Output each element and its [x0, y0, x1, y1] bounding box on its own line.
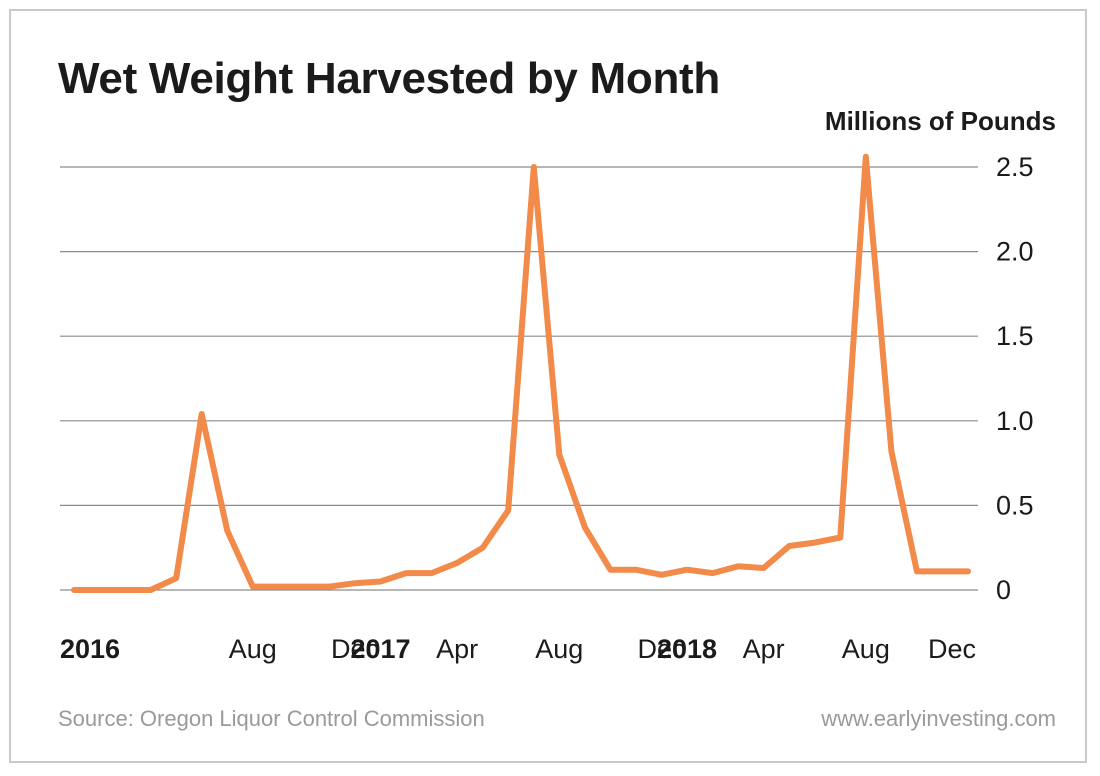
y-tick-label: 0.5 — [996, 490, 1034, 520]
y-tick-labels: 0 0.5 1.0 1.5 2.0 2.5 — [996, 152, 1034, 605]
website-credit: www.earlyinvesting.com — [821, 706, 1056, 731]
y-axis-unit-label: Millions of Pounds — [824, 106, 1056, 136]
chart-frame — [9, 9, 1087, 763]
series-layer — [71, 153, 971, 593]
x-tick-label: Apr — [436, 634, 478, 664]
x-tick-label: Apr — [743, 634, 785, 664]
y-tick-label: 2.5 — [996, 152, 1034, 182]
x-tick-label-year: 2016 — [60, 634, 120, 664]
y-tick-label: 1.0 — [996, 406, 1034, 436]
x-tick-label-year: 2017 — [350, 634, 410, 664]
x-tick-label: Aug — [229, 634, 277, 664]
x-tick-label: Aug — [842, 634, 890, 664]
x-tick-label: Dec — [331, 634, 379, 664]
x-tick-label: Dec — [928, 634, 976, 664]
x-tick-label: Aug — [535, 634, 583, 664]
series-line — [71, 153, 971, 593]
y-tick-label: 2.0 — [996, 237, 1034, 267]
x-tick-label: Dec — [637, 634, 685, 664]
y-tick-label: 1.5 — [996, 321, 1034, 351]
y-tick-label: 0 — [996, 575, 1011, 605]
x-tick-label-year: 2018 — [657, 634, 717, 664]
chart-title: Wet Weight Harvested by Month — [58, 54, 720, 103]
source-note: Source: Oregon Liquor Control Commission — [58, 706, 485, 731]
